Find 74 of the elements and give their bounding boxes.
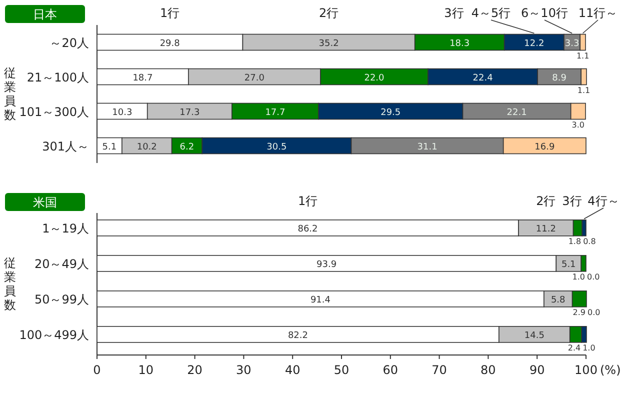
data-label: 10.3 bbox=[112, 108, 132, 118]
data-label: 22.4 bbox=[472, 73, 494, 84]
series-label: 11行～ bbox=[578, 6, 618, 20]
x-tick-label: 70 bbox=[432, 363, 447, 377]
data-label: 0.8 bbox=[583, 236, 596, 246]
y-tick-label: ～20人 bbox=[50, 36, 89, 50]
data-label: 3.3 bbox=[564, 38, 580, 49]
data-label: 91.4 bbox=[310, 295, 331, 306]
data-label: 1.0 bbox=[582, 343, 596, 352]
series-label: 2行 bbox=[536, 194, 556, 208]
x-tick-label: 0 bbox=[93, 363, 101, 377]
series-label: 2行 bbox=[318, 6, 339, 20]
data-label: 14.5 bbox=[524, 330, 544, 341]
x-axis-title: (%) bbox=[600, 363, 621, 377]
data-label: 16.9 bbox=[534, 142, 555, 152]
data-label: 3.0 bbox=[572, 120, 585, 130]
y-axis-title: 従業員数 bbox=[4, 66, 16, 122]
x-tick-label: 20 bbox=[187, 363, 202, 377]
data-label: 5.1 bbox=[102, 142, 117, 152]
x-tick-label: 100 bbox=[574, 363, 598, 377]
data-label: 1.8 bbox=[568, 236, 582, 246]
x-tick-label: 10 bbox=[138, 363, 154, 377]
x-tick-label: 40 bbox=[284, 363, 300, 377]
data-label: 2.9 bbox=[572, 308, 586, 317]
series-label: 1行 bbox=[298, 194, 318, 208]
y-axis-title: 従業員数 bbox=[4, 256, 16, 312]
data-label: 17.7 bbox=[265, 108, 286, 118]
data-label: 27.0 bbox=[244, 73, 265, 84]
y-tick-label: 50～99人 bbox=[34, 292, 89, 306]
series-label: 3行 bbox=[444, 6, 464, 20]
data-label: 29.8 bbox=[160, 38, 180, 49]
data-label: 22.1 bbox=[506, 108, 527, 118]
data-label: 6.2 bbox=[180, 142, 194, 152]
data-label: 1.1 bbox=[576, 51, 590, 60]
series-label: 4行～ bbox=[588, 194, 620, 208]
data-label: 5.1 bbox=[561, 260, 576, 270]
data-label: 8.9 bbox=[552, 73, 567, 84]
chart-title: 米国 bbox=[33, 196, 57, 210]
series-label: 1行 bbox=[160, 6, 180, 20]
series-label: 6～10行 bbox=[521, 6, 568, 20]
y-tick-label: 21～100人 bbox=[26, 70, 89, 84]
y-tick-label: 20～49人 bbox=[34, 256, 89, 271]
data-label: 17.3 bbox=[180, 108, 200, 118]
y-tick-label: 100～499人 bbox=[19, 328, 89, 342]
x-tick-label: 30 bbox=[236, 363, 252, 377]
chart-title: 日本 bbox=[33, 8, 57, 22]
data-label: 12.2 bbox=[524, 38, 544, 49]
data-label: 18.3 bbox=[450, 38, 470, 49]
x-tick-label: 90 bbox=[529, 363, 545, 377]
data-label: 93.9 bbox=[316, 260, 337, 270]
data-label: 35.2 bbox=[318, 38, 339, 49]
series-label: 4～5行 bbox=[471, 6, 511, 20]
data-label: 0.0 bbox=[587, 308, 600, 317]
y-tick-label: 101～300人 bbox=[19, 104, 89, 119]
data-label: 10.2 bbox=[136, 142, 157, 152]
series-label: 3行 bbox=[562, 194, 582, 208]
data-label: 22.0 bbox=[364, 73, 385, 84]
y-tick-label: 301人～ bbox=[42, 139, 89, 154]
x-tick-label: 50 bbox=[334, 363, 350, 377]
data-label: 2.4 bbox=[568, 343, 581, 352]
data-label: 11.2 bbox=[536, 224, 556, 234]
data-label: 31.1 bbox=[417, 142, 438, 152]
data-label: 5.8 bbox=[550, 295, 566, 306]
data-label: 30.5 bbox=[266, 142, 287, 152]
data-label: 82.2 bbox=[288, 330, 308, 341]
data-label: 29.5 bbox=[380, 108, 401, 118]
x-tick-label: 60 bbox=[382, 363, 398, 377]
data-label: 1.0 bbox=[572, 272, 585, 282]
x-tick-label: 80 bbox=[480, 363, 496, 377]
data-label: 0.0 bbox=[587, 272, 600, 282]
y-tick-label: 1～19人 bbox=[42, 221, 89, 236]
data-label: 18.7 bbox=[132, 73, 153, 84]
data-label: 86.2 bbox=[298, 224, 318, 234]
data-label: 1.1 bbox=[577, 86, 590, 95]
